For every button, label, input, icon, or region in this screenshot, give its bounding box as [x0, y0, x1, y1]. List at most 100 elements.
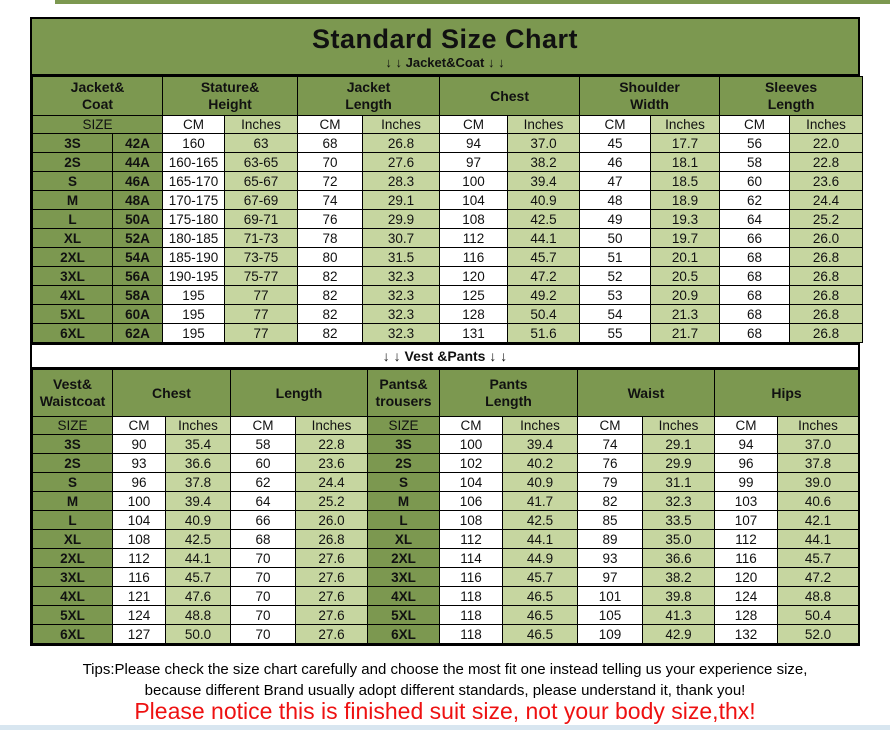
- table-row: XL 108 42.5 68 26.8 XL 112 44.1 89 35.0 112 44.1: [32, 529, 860, 549]
- cm-value-cell: 64: [230, 491, 296, 511]
- inches-value-cell: 39.8: [641, 586, 716, 606]
- cm-value-cell: 64: [719, 209, 791, 229]
- cm-value-cell: 170-175: [162, 190, 226, 210]
- unit-header: CM: [230, 416, 296, 435]
- cm-value-cell: 48: [579, 190, 652, 210]
- cm-value-cell: 109: [577, 624, 643, 644]
- size-cell: 5XL: [32, 605, 113, 625]
- inches-value-cell: 27.6: [362, 152, 441, 172]
- cm-value-cell: 85: [577, 510, 643, 530]
- inches-value-cell: 32.3: [362, 285, 441, 305]
- cm-value-cell: 195: [162, 285, 226, 305]
- inches-value-cell: 39.4: [507, 171, 581, 191]
- cm-value-cell: 68: [719, 285, 791, 305]
- inches-value-cell: 24.4: [295, 472, 368, 492]
- unit-header: CM: [579, 115, 652, 134]
- inches-value-cell: 50.4: [507, 304, 581, 324]
- inches-value-cell: 23.6: [789, 171, 864, 191]
- inches-value-cell: 40.9: [165, 510, 231, 530]
- inches-value-cell: 29.1: [362, 190, 441, 210]
- inches-value-cell: 22.0: [789, 133, 864, 153]
- tips-line-2: because different Brand usually adopt di…: [144, 682, 746, 699]
- jacket-coat-table: Jacket& Coat Stature& Height Jacket Length…: [31, 76, 864, 343]
- inches-value-cell: 73-75: [224, 247, 299, 267]
- inches-value-cell: 44.1: [502, 529, 578, 549]
- cm-value-cell: 82: [297, 285, 364, 305]
- cm-value-cell: 93: [112, 453, 166, 473]
- unit-header-row: SIZE CM Inches CM Inches CM Inches CM Inches CM In…: [31, 115, 864, 134]
- table-row: 4XL 121 47.6 70 27.6 4XL 118 46.5 101 39.8 124 48.8: [32, 586, 860, 606]
- inches-value-cell: 27.6: [295, 567, 368, 587]
- inches-value-cell: 26.0: [789, 228, 864, 248]
- size-cell: XL: [32, 228, 113, 248]
- size-cell: L: [32, 209, 113, 229]
- fit-size-cell: 42A: [111, 133, 164, 153]
- size-cell: 3S: [32, 434, 113, 454]
- cm-value-cell: 100: [439, 171, 509, 191]
- inches-value-cell: 44.9: [502, 548, 578, 568]
- inches-value-cell: 36.6: [641, 548, 716, 568]
- size-cell: 5XL: [32, 304, 113, 324]
- unit-header: CM: [439, 416, 503, 435]
- unit-header-row: SIZE CM Inches CM Inches SIZE CM Inches CM Inches…: [32, 416, 860, 435]
- inches-value-cell: 26.0: [295, 510, 368, 530]
- cm-value-cell: 114: [439, 548, 503, 568]
- size-cell: 4XL: [32, 586, 113, 606]
- size-header: SIZE: [367, 416, 440, 435]
- unit-header: Inches: [507, 115, 581, 134]
- cm-value-cell: 128: [714, 605, 779, 625]
- unit-header: Inches: [502, 416, 578, 435]
- unit-header: CM: [112, 416, 166, 435]
- cm-value-cell: 70: [230, 624, 296, 644]
- table-row: 3XL 116 45.7 70 27.6 3XL 116 45.7 97 38.2 120 47.2: [32, 567, 860, 587]
- inches-value-cell: 41.7: [502, 491, 578, 511]
- inches-value-cell: 27.6: [295, 605, 368, 625]
- cm-value-cell: 108: [439, 510, 503, 530]
- cm-value-cell: 125: [439, 285, 509, 305]
- cm-value-cell: 160-165: [162, 152, 226, 172]
- inches-value-cell: 39.4: [165, 491, 231, 511]
- cm-value-cell: 108: [112, 529, 166, 549]
- cm-value-cell: 116: [714, 548, 779, 568]
- cm-value-cell: 60: [230, 453, 296, 473]
- cm-value-cell: 106: [439, 491, 503, 511]
- chart-title: Standard Size Chart: [311, 24, 579, 54]
- cm-value-cell: 104: [439, 190, 509, 210]
- pants-size-cell: 6XL: [367, 624, 440, 644]
- inches-value-cell: 45.7: [507, 247, 581, 267]
- tips-line-1: Tips:Please check the size chart careful…: [82, 661, 808, 678]
- inches-value-cell: 44.1: [165, 548, 231, 568]
- fit-size-cell: 56A: [111, 266, 164, 286]
- cm-value-cell: 180-185: [162, 228, 226, 248]
- cm-value-cell: 70: [230, 586, 296, 606]
- cm-value-cell: 127: [112, 624, 166, 644]
- inches-value-cell: 31.5: [362, 247, 441, 267]
- table-row: 3XL 56A 190-195 75-77 82 32.3 120 47.2 52 20.5 68 2…: [32, 266, 864, 286]
- cm-value-cell: 72: [297, 171, 364, 191]
- unit-header: Inches: [650, 115, 721, 134]
- cm-value-cell: 68: [719, 304, 791, 324]
- inches-value-cell: 37.0: [777, 434, 860, 454]
- cm-value-cell: 47: [579, 171, 652, 191]
- fit-size-cell: 60A: [111, 304, 164, 324]
- inches-value-cell: 63: [224, 133, 299, 153]
- pants-size-cell: S: [367, 472, 440, 492]
- size-cell: XL: [32, 529, 113, 549]
- tips-text: Tips:Please check the size chart careful…: [0, 659, 890, 701]
- inches-value-cell: 32.3: [641, 491, 716, 511]
- inches-value-cell: 40.9: [502, 472, 578, 492]
- inches-value-cell: 26.8: [295, 529, 368, 549]
- cm-value-cell: 62: [719, 190, 791, 210]
- cm-value-cell: 82: [297, 304, 364, 324]
- unit-header: Inches: [641, 416, 716, 435]
- group-header: Shoulder Width: [579, 76, 721, 116]
- unit-header: Inches: [295, 416, 368, 435]
- inches-value-cell: 46.5: [502, 605, 578, 625]
- table-row: 6XL 62A 195 77 82 32.3 131 51.6 55 21.7 68 26.8: [32, 323, 864, 343]
- inches-value-cell: 18.1: [650, 152, 721, 172]
- cm-value-cell: 131: [439, 323, 509, 343]
- cm-value-cell: 195: [162, 304, 226, 324]
- inches-value-cell: 37.8: [165, 472, 231, 492]
- inches-value-cell: 51.6: [507, 323, 581, 343]
- cm-value-cell: 70: [230, 605, 296, 625]
